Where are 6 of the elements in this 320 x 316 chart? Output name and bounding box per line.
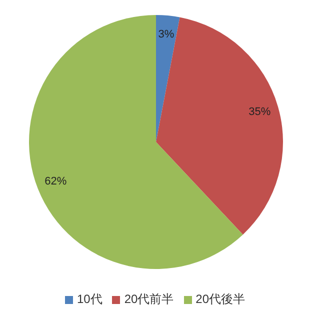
legend-label: 10代 [76, 292, 102, 306]
legend-label: 20代後半 [196, 292, 246, 306]
legend-label: 20代前半 [124, 292, 174, 306]
data-label: 35% [248, 106, 271, 118]
data-label: 3% [158, 28, 174, 41]
data-label: 62% [44, 176, 67, 188]
